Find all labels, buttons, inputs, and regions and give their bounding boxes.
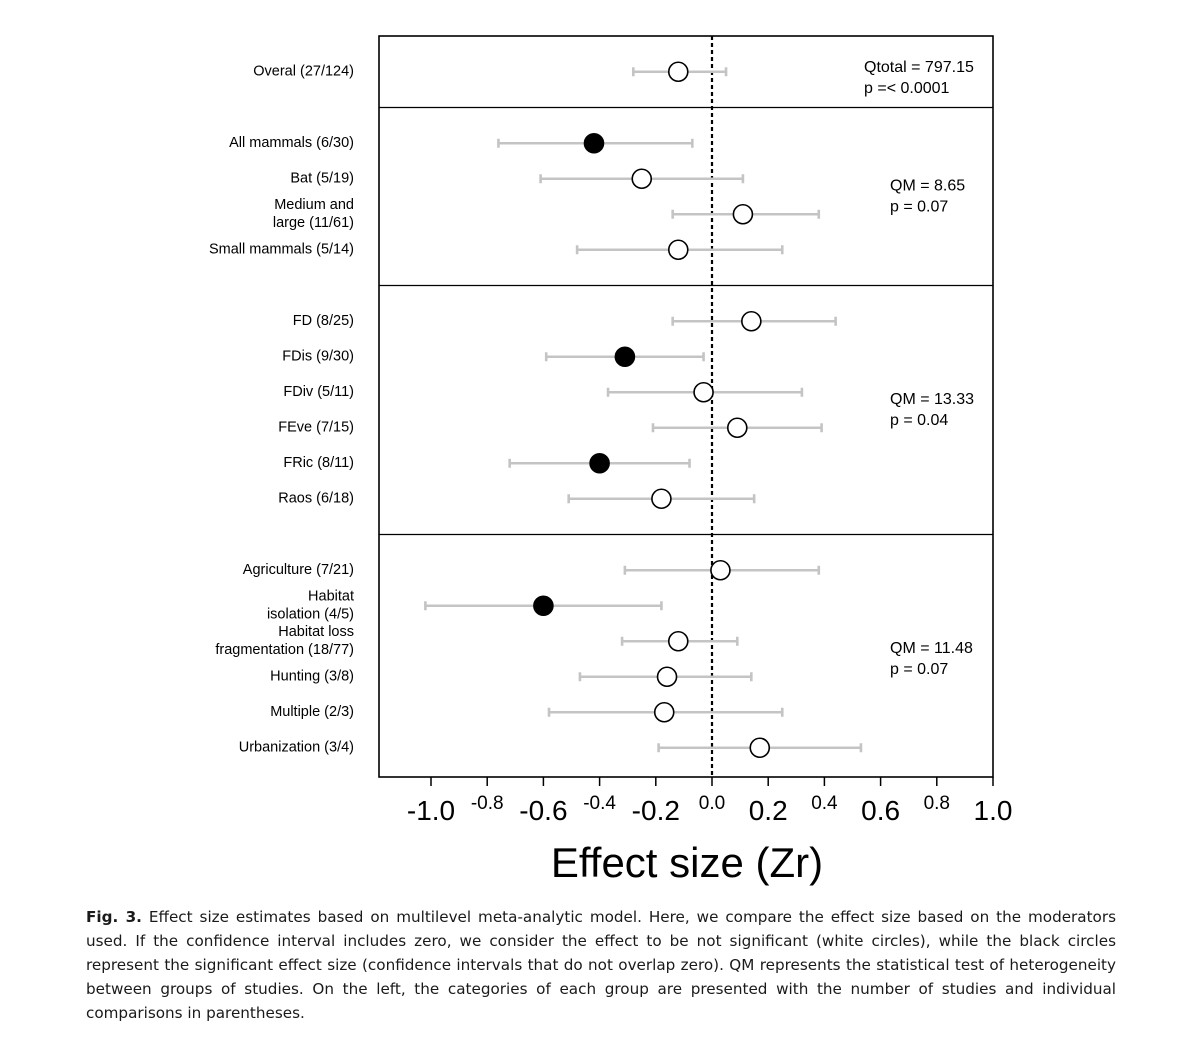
group-statistic: Qtotal = 797.15 — [864, 59, 974, 76]
x-tick-label: 0.2 — [749, 795, 788, 826]
nonsignificant-estimate-point — [656, 666, 678, 688]
group-statistic: QM = 8.65 — [890, 178, 965, 195]
row-label: Bat (5/19) — [290, 171, 354, 187]
nonsignificant-estimate-point — [667, 630, 689, 652]
plot-frame — [378, 35, 994, 778]
x-tick-label: 1.0 — [974, 795, 1013, 826]
caption-text: Effect size estimates based on multileve… — [86, 908, 1117, 1022]
row-label: FD (8/25) — [293, 313, 354, 329]
x-tick-label: 0.4 — [811, 793, 838, 814]
group-statistic: p =< 0.0001 — [864, 80, 950, 97]
row-label: Medium and — [274, 197, 354, 213]
nonsignificant-estimate-point — [693, 381, 714, 403]
x-tick-label: -0.2 — [632, 795, 680, 826]
row-label: Small mammals (5/14) — [209, 242, 354, 258]
significant-estimate-point — [533, 595, 554, 617]
group-statistic: QM = 13.33 — [890, 391, 974, 408]
row-label: All mammals (6/30) — [229, 135, 354, 151]
row-label: FRic (8/11) — [283, 455, 354, 471]
significant-estimate-point — [583, 132, 605, 154]
row-label: Habitat loss — [278, 624, 354, 640]
group-statistic: p = 0.07 — [890, 199, 948, 216]
x-axis-label: Effect size (Zr) — [551, 839, 823, 886]
row-label: isolation (4/5) — [267, 607, 354, 623]
nonsignificant-estimate-point — [710, 559, 731, 581]
row-label: Habitat — [308, 589, 354, 605]
x-tick-label: 0.6 — [861, 795, 900, 826]
forest-plot: Overal (27/124) Qtotal = 797.15 p =< 0.000… — [209, 35, 1013, 886]
x-tick-label: -0.4 — [583, 793, 616, 814]
row-label: FDis (9/30) — [282, 349, 354, 365]
row-label: Multiple (2/3) — [270, 704, 354, 720]
group-statistic: p = 0.07 — [890, 661, 948, 678]
nonsignificant-estimate-point — [653, 701, 675, 723]
x-tick-label: 0.8 — [924, 793, 950, 814]
row-label: fragmentation (18/77) — [215, 642, 354, 658]
x-tick-label: -0.8 — [471, 793, 504, 814]
nonsignificant-estimate-point — [667, 239, 689, 261]
nonsignificant-estimate-point — [631, 168, 653, 190]
figure-caption: Fig. 3. Effect size estimates based on m… — [86, 905, 1116, 1025]
nonsignificant-estimate-point — [667, 61, 689, 83]
row-label: FEve (7/15) — [278, 420, 354, 436]
row-label: Agriculture (7/21) — [243, 562, 354, 578]
group-statistic: p = 0.04 — [890, 412, 948, 429]
row-label: Urbanization (3/4) — [239, 740, 354, 756]
nonsignificant-estimate-point — [741, 310, 762, 332]
x-tick-label: -0.6 — [519, 795, 567, 826]
significant-estimate-point — [589, 452, 610, 474]
row-label: Overal (27/124) — [253, 64, 354, 80]
caption-label: Fig. 3. — [86, 908, 142, 926]
nonsignificant-estimate-point — [726, 417, 748, 439]
group-statistic: QM = 11.48 — [890, 640, 973, 657]
nonsignificant-estimate-point — [651, 488, 672, 510]
row-label: FDiv (5/11) — [283, 384, 354, 400]
row-label: large (11/61) — [273, 215, 354, 231]
significant-estimate-point — [614, 346, 636, 368]
nonsignificant-estimate-point — [749, 737, 771, 759]
row-label: Hunting (3/8) — [270, 669, 354, 685]
x-tick-label: 0.0 — [699, 793, 725, 814]
nonsignificant-estimate-point — [732, 203, 754, 225]
row-label: Raos (6/18) — [278, 491, 354, 507]
x-tick-label: -1.0 — [407, 795, 455, 826]
